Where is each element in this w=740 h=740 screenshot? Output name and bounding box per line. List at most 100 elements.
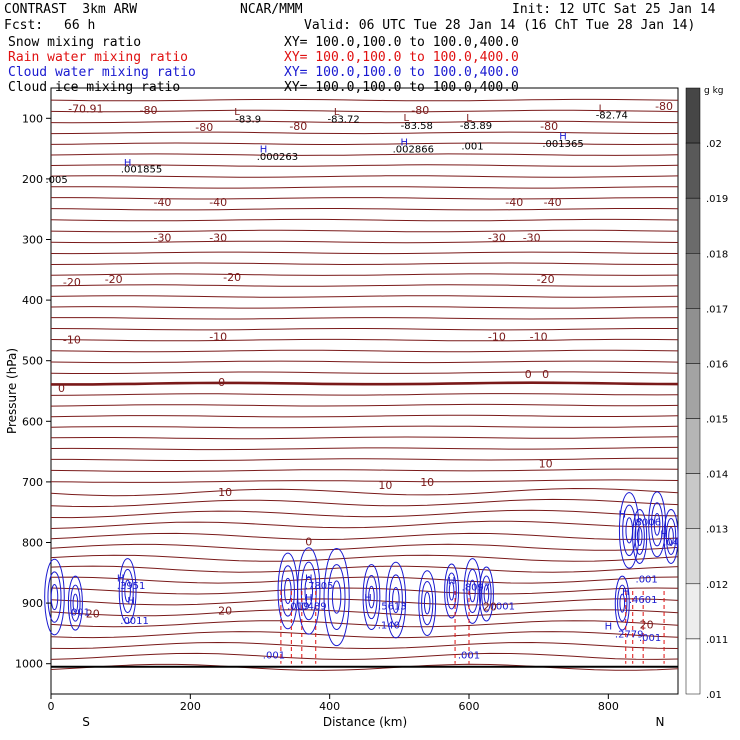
isotherm-line — [50, 598, 679, 606]
contour-labels: -70.91 -80 -80 -80 -80 -80 -80 -40 -40 -40 -40 -30 -… — [45, 100, 679, 661]
extremum-marker: H — [605, 622, 613, 633]
temperature-label: 0 — [525, 368, 532, 381]
cloud-water-contour — [444, 563, 460, 619]
legend-cloudwater-xy: XY= 100.0,100.0 to 100.0,400.0 — [284, 65, 519, 80]
extremum-marker: L — [599, 103, 605, 114]
temperature-label: 10 — [378, 479, 392, 492]
temperature-label: -30 — [523, 232, 541, 245]
temperature-label: 20 — [640, 618, 654, 631]
extrema-value-label: .000263 — [257, 152, 298, 163]
extrema-value-label: -83.58 — [401, 121, 433, 132]
cloud-water-contour — [469, 579, 476, 603]
cloud-water-contour — [651, 502, 664, 547]
temperature-label: 20 — [86, 607, 100, 620]
colorbar-swatch — [685, 473, 701, 529]
isotherm-line — [50, 479, 679, 483]
isotherm-line — [50, 425, 679, 429]
isotherm-line — [51, 457, 679, 461]
y-tick-label: 800 — [22, 537, 43, 550]
cloud-water-contour — [478, 566, 494, 622]
cloud-water-contour — [67, 575, 83, 631]
isotherm-line — [50, 131, 679, 135]
extrema-value-label: .001 — [636, 574, 658, 585]
extrema-value-label: .019 — [287, 602, 309, 613]
temperature-label: 0 — [218, 376, 225, 389]
temperature-label: -20 — [223, 271, 241, 284]
cloud-water-contour — [619, 593, 626, 613]
y-tick-label: 1000 — [15, 658, 43, 671]
temperature-contours — [50, 98, 679, 671]
forecast-label: Fcst: — [4, 18, 44, 33]
cloud-water-contour — [327, 564, 346, 630]
isotherm-line — [50, 393, 679, 396]
extremum-marker: H — [619, 509, 627, 520]
plot-frame — [50, 87, 679, 695]
extrema-value-label: .001 — [461, 142, 483, 153]
colorbar-swatch — [685, 87, 701, 144]
extrema-value-label: .04 — [663, 537, 679, 548]
isotherm-line — [50, 175, 679, 178]
extremum-marker: H — [448, 576, 456, 587]
isotherm-line — [50, 403, 679, 407]
temperature-label: -10 — [530, 330, 548, 343]
cloud-water-contour — [483, 584, 490, 604]
init-time: Init: 12 UTC Sat 25 Jan 14 — [512, 2, 716, 17]
cloud-water-contour — [118, 558, 137, 624]
isotherm-line — [50, 554, 679, 562]
temperature-label: -10 — [488, 330, 506, 343]
colorbar-swatch — [685, 142, 701, 199]
temperature-label: 0 — [542, 368, 549, 381]
extrema-value-label: .001855 — [121, 165, 162, 176]
cloud-water-contour — [632, 508, 648, 564]
cloud-water-contour — [614, 575, 630, 631]
extremum-marker: L — [466, 113, 472, 124]
temperature-label: 0 — [305, 535, 312, 548]
legend-rain-xy: XY= 100.0,100.0 to 100.0,400.0 — [284, 50, 519, 65]
isotherm-line — [50, 532, 679, 541]
extrema-value-label: .0011 — [120, 616, 149, 627]
temperature-label: 20 — [218, 604, 232, 617]
isotherm-line — [50, 240, 679, 244]
colorbar-swatch — [685, 197, 701, 254]
y-tick-label: 400 — [22, 294, 43, 307]
temperature-label: -10 — [209, 330, 227, 343]
isotherm-line — [50, 328, 678, 331]
cloud-water-contour — [50, 583, 59, 611]
isotherm-line — [50, 251, 679, 255]
extremum-marker: H — [305, 574, 313, 585]
y-tick-label: 900 — [22, 597, 43, 610]
cloud-water-contour — [392, 586, 400, 614]
colorbar-swatch — [685, 363, 701, 419]
extrema-value-label: .5613 — [378, 602, 407, 613]
isotherm-line — [50, 414, 679, 418]
isotherm-line — [51, 197, 678, 200]
cloud-contours — [44, 491, 679, 647]
colorbar-tick-label: .012 — [706, 580, 728, 591]
cloud-water-contour — [323, 547, 350, 647]
isotherm-line — [50, 543, 679, 551]
extrema-value-label: .002866 — [393, 145, 434, 156]
isotherm-line — [50, 620, 679, 628]
cloud-water-contour — [331, 580, 342, 614]
extremum-marker: H — [127, 596, 135, 607]
org-title: NCAR/MMM — [240, 2, 303, 17]
cloud-water-contour — [421, 581, 434, 626]
cloud-water-contour — [448, 581, 455, 601]
cloud-water-contour — [634, 517, 645, 555]
colorbar-tick-label: .02 — [706, 139, 722, 150]
colorbar: .02 .019 .018 .017 .016 .015 .014 .013 .012 .011.… — [685, 86, 728, 701]
isotherm-line — [50, 520, 679, 529]
extrema-value-label: .001 — [458, 651, 480, 662]
x-tick-label: 0 — [48, 700, 55, 713]
extrema-value-label: .001 — [68, 608, 90, 619]
x-tick-label: 400 — [319, 700, 340, 713]
colorbar-swatch — [685, 528, 701, 585]
legend-cloudwater-label: Cloud water mixing ratio — [8, 65, 196, 80]
extremum-marker: H — [124, 158, 132, 169]
isotherm-line — [50, 218, 679, 222]
temperature-label: -20 — [105, 273, 123, 286]
cloud-water-contour — [653, 513, 661, 536]
isotherm-line — [50, 371, 679, 374]
extrema-value-label: -83.72 — [327, 114, 359, 125]
cloud-water-contour — [388, 574, 403, 626]
